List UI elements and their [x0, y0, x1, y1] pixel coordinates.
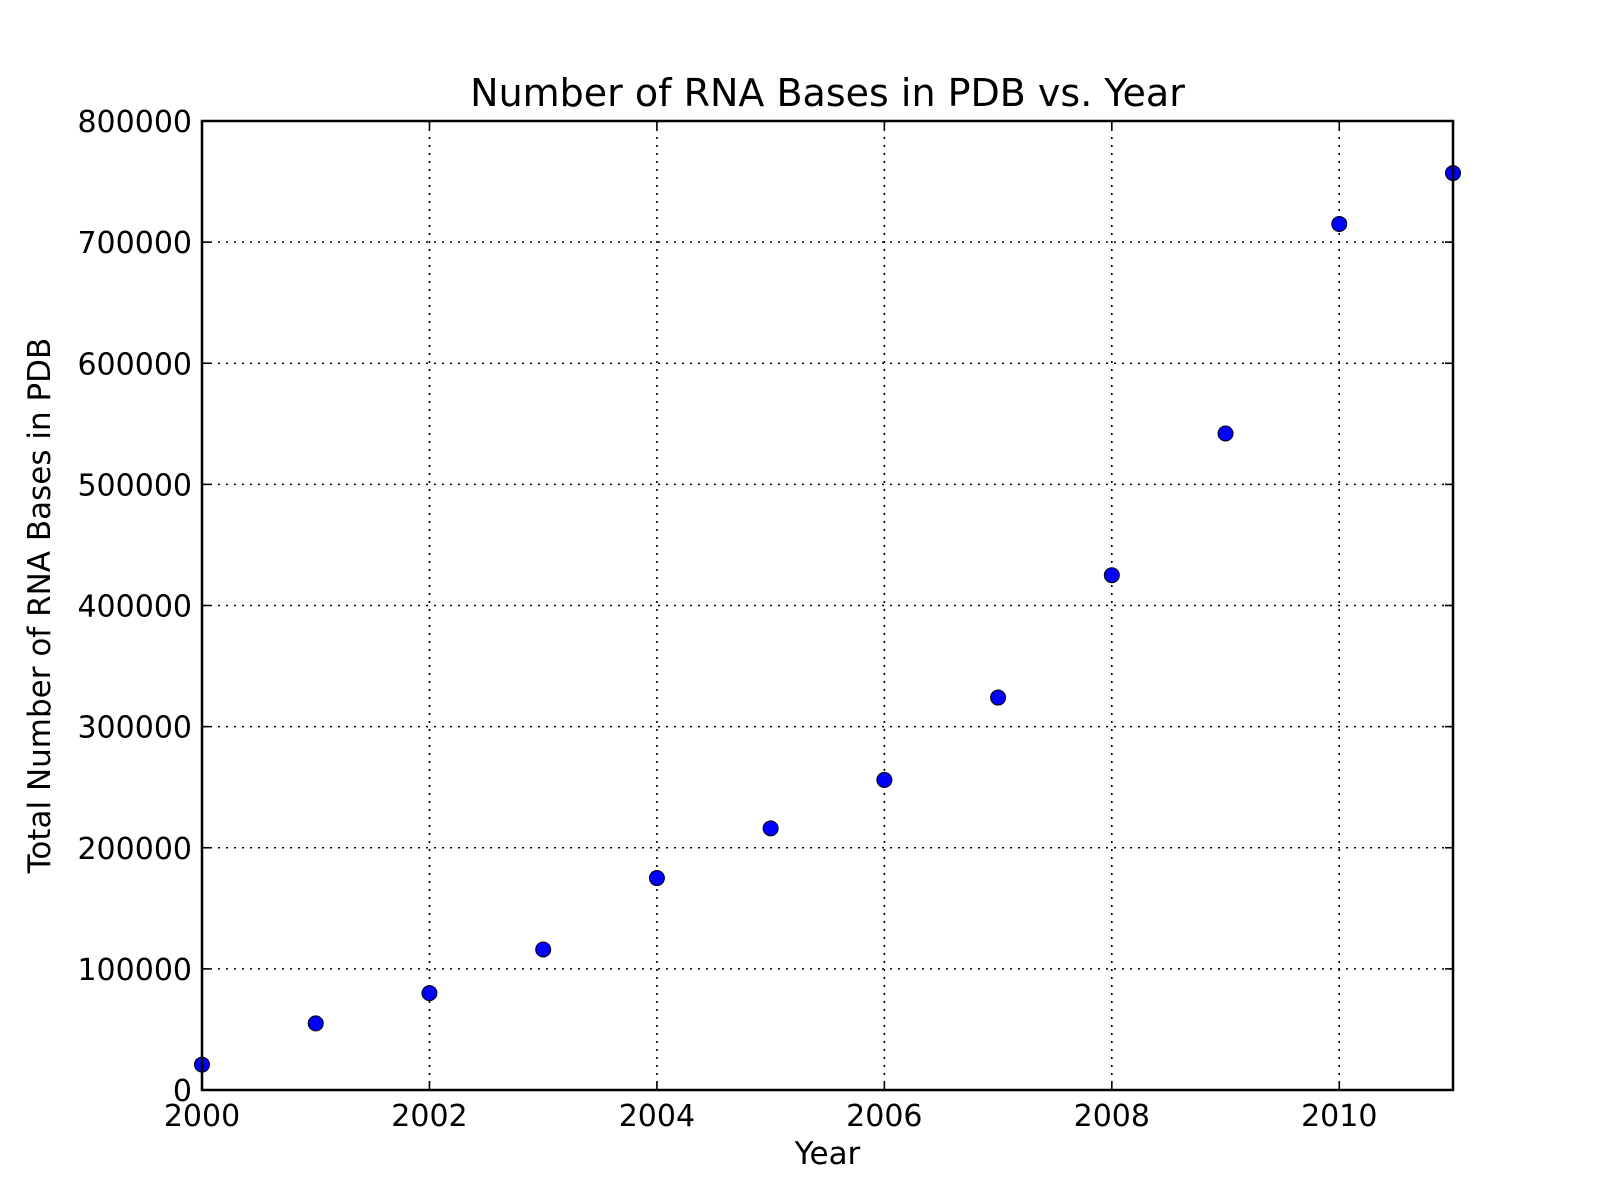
- data-point: [876, 771, 893, 788]
- x-tick-labels: 2000 2002 2004 2006 2008 2010: [164, 1099, 1378, 1134]
- x-tick-label: 2010: [1301, 1099, 1377, 1134]
- y-tick-label: 400000: [77, 590, 192, 625]
- data-point: [762, 820, 779, 837]
- data-point: [307, 1015, 324, 1032]
- y-tick-label: 300000: [77, 711, 192, 746]
- data-point: [990, 689, 1007, 706]
- x-tick-label: 2008: [1074, 1099, 1150, 1134]
- chart-title: Number of RNA Bases in PDB vs. Year: [470, 71, 1185, 115]
- x-tick-label: 2004: [619, 1099, 695, 1134]
- y-tick-label: 0: [173, 1074, 192, 1109]
- y-tick-labels: 0 100000 200000 300000 400000 500000 600000 700…: [77, 105, 192, 1109]
- x-tick-label: 2006: [846, 1099, 922, 1134]
- data-point: [1217, 425, 1234, 442]
- plot-frame: [200, 119, 1455, 1092]
- data-point: [421, 985, 438, 1002]
- data-point: [1103, 567, 1120, 584]
- y-tick-label: 500000: [77, 468, 192, 503]
- data-point: [648, 870, 665, 887]
- data-points: [194, 165, 1461, 1073]
- y-tick-label: 100000: [77, 953, 192, 988]
- x-axis-label: Year: [794, 1136, 861, 1172]
- y-tick-label: 700000: [77, 226, 192, 261]
- y-tick-label: 800000: [77, 105, 192, 140]
- x-tick-label: 2000: [164, 1099, 240, 1134]
- data-point: [535, 941, 552, 958]
- data-point: [1331, 215, 1348, 232]
- y-tick-label: 600000: [77, 347, 192, 382]
- x-tick-label: 2002: [391, 1099, 467, 1134]
- y-axis-label: Total Number of RNA Bases in PDB: [22, 338, 58, 875]
- y-tick-label: 200000: [77, 832, 192, 867]
- grid: [201, 120, 1453, 1091]
